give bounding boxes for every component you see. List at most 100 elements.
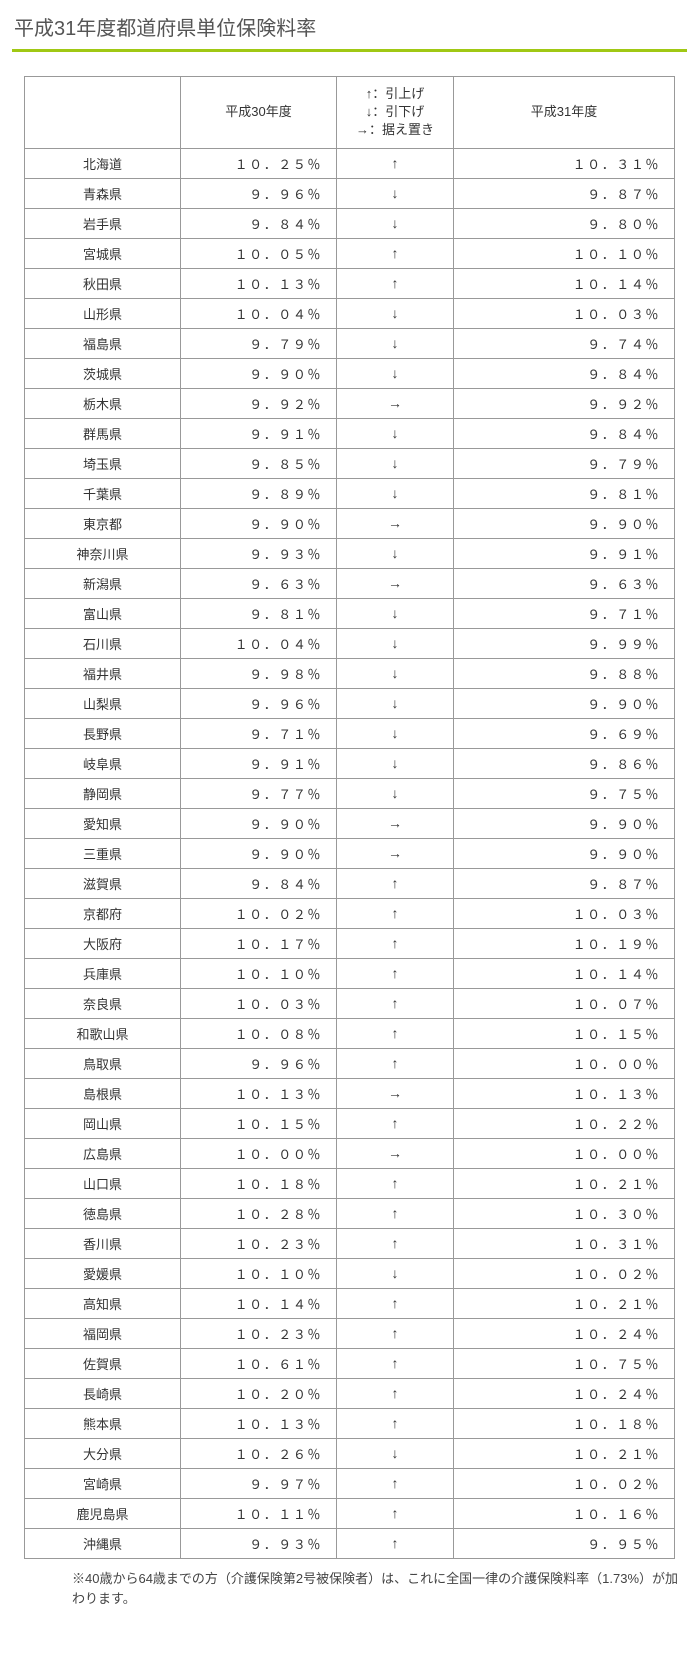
rate-change-arrow: ↓ xyxy=(337,358,454,388)
rate-h31: １０．０２％ xyxy=(454,1258,675,1288)
prefecture-name: 北海道 xyxy=(25,148,181,178)
rate-h30: １０．１３％ xyxy=(181,1408,337,1438)
rate-h31: １０．２１％ xyxy=(454,1288,675,1318)
rate-h31: １０．２１％ xyxy=(454,1438,675,1468)
rate-h30: １０．２３％ xyxy=(181,1228,337,1258)
rate-h30: ９．９０％ xyxy=(181,808,337,838)
rate-change-arrow: ↑ xyxy=(337,1018,454,1048)
table-row: 鳥取県９．９６％↑１０．００％ xyxy=(25,1048,675,1078)
rate-h31: １０．３１％ xyxy=(454,148,675,178)
table-header-row: 平成30年度 ↑：引上げ↓：引下げ→：据え置き 平成31年度 xyxy=(25,77,675,149)
rate-h31: １０．１８％ xyxy=(454,1408,675,1438)
rate-h30: ９．７１％ xyxy=(181,718,337,748)
rate-h31: ９．６３％ xyxy=(454,568,675,598)
table-row: 群馬県９．９１％↓９．８４％ xyxy=(25,418,675,448)
rate-h30: ９．７９％ xyxy=(181,328,337,358)
prefecture-name: 岩手県 xyxy=(25,208,181,238)
rate-h30: ９．９０％ xyxy=(181,508,337,538)
rate-h30: １０．２５％ xyxy=(181,148,337,178)
table-row: 秋田県１０．１３％↑１０．１４％ xyxy=(25,268,675,298)
table-row: 静岡県９．７７％↓９．７５％ xyxy=(25,778,675,808)
prefecture-name: 栃木県 xyxy=(25,388,181,418)
rate-h31: ９．８７％ xyxy=(454,178,675,208)
prefecture-name: 鳥取県 xyxy=(25,1048,181,1078)
header-arrow: ↑：引上げ↓：引下げ→：据え置き xyxy=(337,77,454,149)
rate-h30: １０．０４％ xyxy=(181,628,337,658)
rate-h31: １０．０３％ xyxy=(454,298,675,328)
table-row: 岡山県１０．１５％↑１０．２２％ xyxy=(25,1108,675,1138)
prefecture-name: 秋田県 xyxy=(25,268,181,298)
rate-h30: １０．０５％ xyxy=(181,238,337,268)
rate-h30: ９．８９％ xyxy=(181,478,337,508)
table-row: 徳島県１０．２８％↑１０．３０％ xyxy=(25,1198,675,1228)
rate-change-arrow: ↓ xyxy=(337,1438,454,1468)
rate-h30: １０．１０％ xyxy=(181,958,337,988)
prefecture-name: 鹿児島県 xyxy=(25,1498,181,1528)
rate-change-arrow: ↑ xyxy=(337,238,454,268)
rate-change-arrow: ↑ xyxy=(337,1498,454,1528)
rate-h30: １０．１０％ xyxy=(181,1258,337,1288)
rate-change-arrow: ↑ xyxy=(337,958,454,988)
table-row: 岩手県９．８４％↓９．８０％ xyxy=(25,208,675,238)
rate-change-arrow: ↑ xyxy=(337,148,454,178)
rate-h30: １０．１３％ xyxy=(181,1078,337,1108)
prefecture-name: 香川県 xyxy=(25,1228,181,1258)
prefecture-name: 愛媛県 xyxy=(25,1258,181,1288)
rate-h30: ９．９３％ xyxy=(181,1528,337,1558)
rate-change-arrow: ↓ xyxy=(337,208,454,238)
rate-change-arrow: ↑ xyxy=(337,1378,454,1408)
rate-h30: ９．８５％ xyxy=(181,448,337,478)
table-row: 沖縄県９．９３％↑９．９５％ xyxy=(25,1528,675,1558)
header-name xyxy=(25,77,181,149)
rate-h31: １０．１６％ xyxy=(454,1498,675,1528)
prefecture-name: 兵庫県 xyxy=(25,958,181,988)
table-row: 熊本県１０．１３％↑１０．１８％ xyxy=(25,1408,675,1438)
rate-h31: １０．０２％ xyxy=(454,1468,675,1498)
prefecture-name: 千葉県 xyxy=(25,478,181,508)
prefecture-name: 静岡県 xyxy=(25,778,181,808)
rate-change-arrow: ↑ xyxy=(337,928,454,958)
rate-h30: ９．８４％ xyxy=(181,208,337,238)
rate-h30: ９．９０％ xyxy=(181,358,337,388)
prefecture-name: 山形県 xyxy=(25,298,181,328)
table-row: 長野県９．７１％↓９．６９％ xyxy=(25,718,675,748)
rate-h30: ９．８４％ xyxy=(181,868,337,898)
rate-h30: １０．２６％ xyxy=(181,1438,337,1468)
rate-change-arrow: ↑ xyxy=(337,1348,454,1378)
rate-h31: ９．９０％ xyxy=(454,508,675,538)
rate-h31: ９．７９％ xyxy=(454,448,675,478)
rate-table-wrap: 平成30年度 ↑：引上げ↓：引下げ→：据え置き 平成31年度 北海道１０．２５％… xyxy=(12,76,687,1559)
rate-h30: １０．１３％ xyxy=(181,268,337,298)
rate-h31: ９．７１％ xyxy=(454,598,675,628)
rate-change-arrow: → xyxy=(337,808,454,838)
prefecture-name: 沖縄県 xyxy=(25,1528,181,1558)
prefecture-name: 山口県 xyxy=(25,1168,181,1198)
table-row: 兵庫県１０．１０％↑１０．１４％ xyxy=(25,958,675,988)
rate-h31: １０．０７％ xyxy=(454,988,675,1018)
rate-h30: ９．９６％ xyxy=(181,1048,337,1078)
rate-h31: １０．１４％ xyxy=(454,268,675,298)
rate-change-arrow: ↑ xyxy=(337,1318,454,1348)
header-h31: 平成31年度 xyxy=(454,77,675,149)
rate-change-arrow: → xyxy=(337,508,454,538)
prefecture-name: 京都府 xyxy=(25,898,181,928)
rate-change-arrow: ↑ xyxy=(337,1048,454,1078)
prefecture-name: 新潟県 xyxy=(25,568,181,598)
rate-change-arrow: ↓ xyxy=(337,718,454,748)
rate-h30: １０．０３％ xyxy=(181,988,337,1018)
rate-h31: １０．１９％ xyxy=(454,928,675,958)
prefecture-name: 埼玉県 xyxy=(25,448,181,478)
rate-h31: １０．１３％ xyxy=(454,1078,675,1108)
rate-h31: ９．８４％ xyxy=(454,418,675,448)
rate-change-arrow: ↑ xyxy=(337,988,454,1018)
prefecture-name: 群馬県 xyxy=(25,418,181,448)
rate-change-arrow: ↑ xyxy=(337,1108,454,1138)
rate-h30: ９．９１％ xyxy=(181,748,337,778)
rate-change-arrow: ↓ xyxy=(337,538,454,568)
prefecture-name: 和歌山県 xyxy=(25,1018,181,1048)
table-row: 山梨県９．９６％↓９．９０％ xyxy=(25,688,675,718)
rate-change-arrow: ↓ xyxy=(337,658,454,688)
rate-h30: １０．００％ xyxy=(181,1138,337,1168)
prefecture-name: 青森県 xyxy=(25,178,181,208)
rate-h31: ９．８８％ xyxy=(454,658,675,688)
